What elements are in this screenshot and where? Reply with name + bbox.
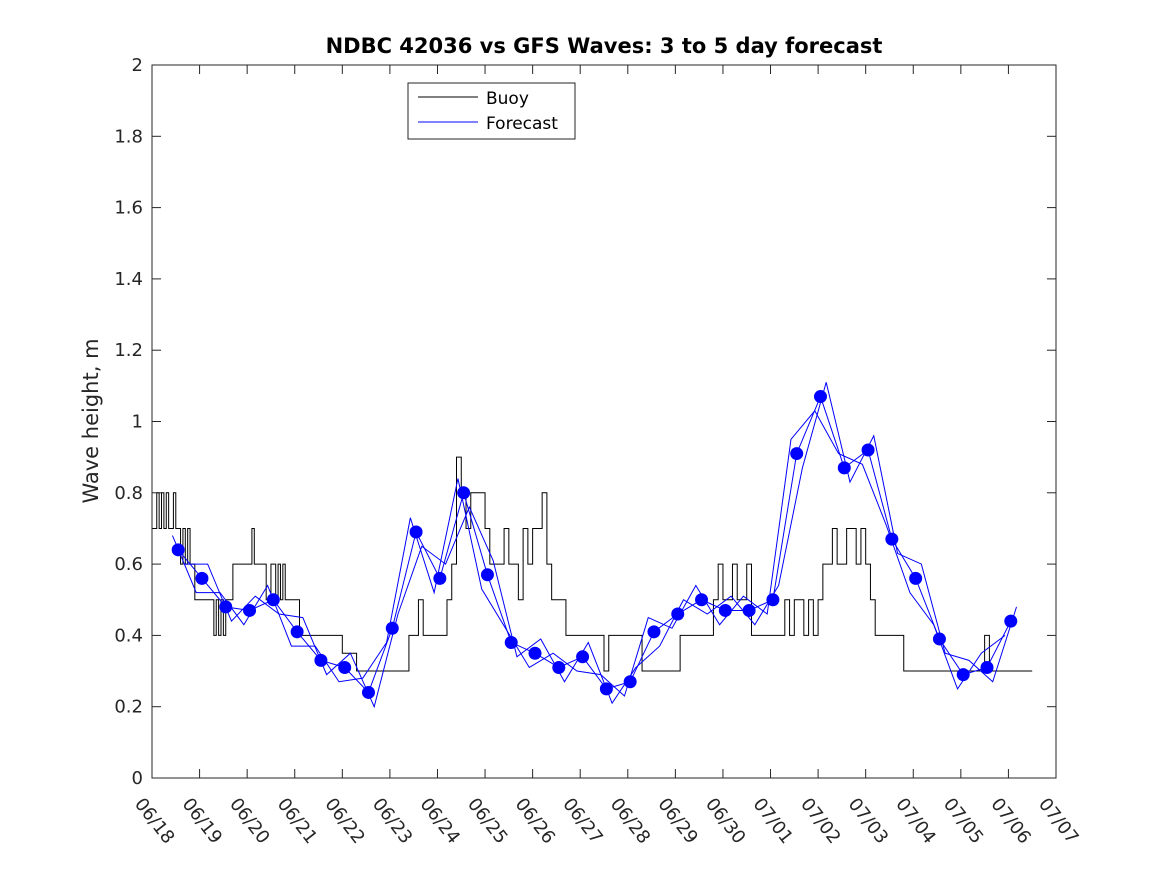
buoy-series — [152, 456, 1033, 672]
y-tick-label: 0.8 — [114, 483, 143, 504]
y-tick-label: 0.4 — [114, 625, 143, 646]
forecast-marker — [671, 607, 685, 621]
y-tick-label: 1.4 — [114, 269, 143, 290]
y-tick-label: 2 — [132, 55, 143, 76]
forecast-marker — [243, 603, 257, 617]
y-tick-label: 1.2 — [114, 340, 143, 361]
forecast-marker — [790, 447, 804, 461]
forecast-marker — [766, 593, 780, 607]
legend-buoy-label: Buoy — [486, 89, 529, 109]
y-tick-label: 1 — [132, 412, 143, 433]
forecast-marker — [385, 621, 399, 635]
plot-area: 00.20.40.60.811.21.41.61.82 06/18 06/19 06… — [114, 55, 1082, 848]
y-axis-ticks: 0 0.2 0.4 0.6 0.8 1 1.2 1.4 1.6 1.8 2 — [114, 55, 1056, 789]
forecast-marker — [742, 603, 756, 617]
forecast-markers — [171, 390, 1018, 699]
forecast-marker — [290, 625, 304, 639]
legend: Buoy Forecast — [407, 82, 576, 140]
forecast-marker — [932, 632, 946, 646]
forecast-marker — [1004, 614, 1018, 628]
forecast-line — [171, 409, 1006, 697]
forecast-marker — [409, 525, 423, 539]
forecast-marker — [623, 675, 637, 689]
forecast-marker — [647, 625, 661, 639]
forecast-marker — [695, 593, 709, 607]
chart-title: NDBC 42036 vs GFS Waves: 3 to 5 day fore… — [326, 34, 883, 58]
legend-forecast-label: Forecast — [486, 114, 558, 134]
forecast-marker — [861, 443, 875, 457]
forecast-marker — [480, 568, 494, 582]
forecast-marker — [528, 646, 542, 660]
y-tick-label: 1.8 — [114, 126, 143, 147]
forecast-marker — [266, 593, 280, 607]
forecast-marker — [504, 636, 518, 650]
forecast-marker — [433, 571, 447, 585]
legend-box — [407, 82, 576, 140]
forecast-marker — [361, 685, 375, 699]
y-axis-label: Wave height, m — [79, 338, 103, 503]
forecast-marker — [909, 571, 923, 585]
y-tick-label: 0 — [132, 768, 143, 789]
forecast-marker — [457, 486, 471, 500]
y-tick-label: 0.2 — [114, 697, 143, 718]
forecast-marker — [219, 600, 233, 614]
forecast-marker — [885, 532, 899, 546]
y-tick-label: 1.6 — [114, 198, 143, 219]
y-tick-label: 0.6 — [114, 554, 143, 575]
forecast-marker — [314, 653, 328, 667]
forecast-marker — [718, 603, 732, 617]
forecast-marker — [980, 660, 994, 674]
forecast-marker — [837, 461, 851, 475]
forecast-marker — [813, 390, 827, 404]
forecast-marker — [195, 571, 209, 585]
forecast-marker — [956, 668, 970, 682]
forecast-marker — [576, 650, 590, 664]
buoy-line — [152, 456, 1033, 672]
forecast-marker — [338, 660, 352, 674]
forecast-marker — [552, 660, 566, 674]
forecast-marker — [599, 682, 613, 696]
forecast-marker — [171, 543, 185, 557]
